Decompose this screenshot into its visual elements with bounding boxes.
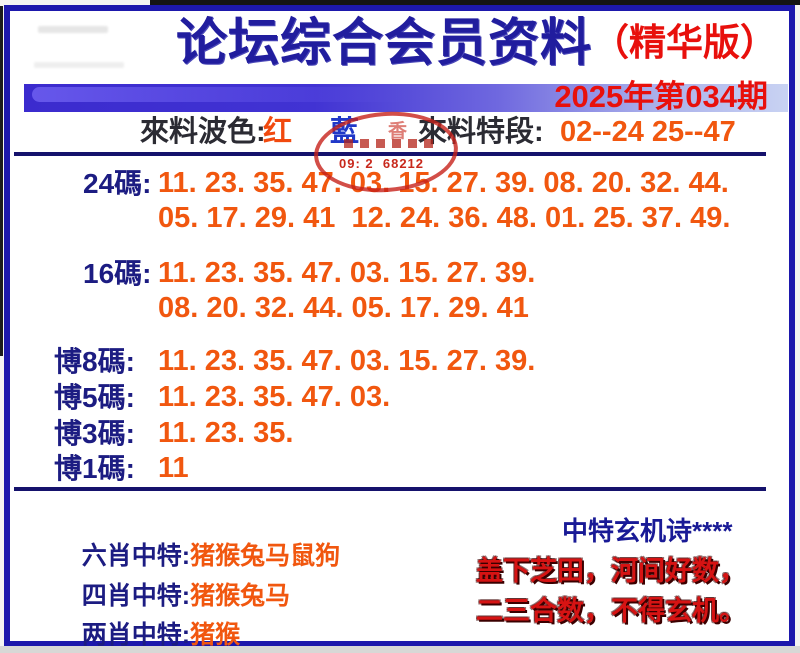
code-numbers-line: 11. 23. 35. 47. 03. 15. 27. 39. bbox=[158, 257, 536, 289]
scan-edge-top bbox=[150, 0, 800, 5]
divider-bottom bbox=[14, 487, 766, 491]
page-title-edition: （精华版） bbox=[592, 22, 778, 63]
scan-edge-bottom bbox=[0, 646, 800, 653]
code-row-numbers: 11. 23. 35. bbox=[158, 416, 293, 451]
code-row-label: 博5碼: bbox=[54, 382, 135, 413]
code-numbers-line: 05. 17. 29. 41 12. 24. 36. 48. 01. 25. 3… bbox=[158, 202, 731, 234]
zodiac-row-six: 六肖中特:猪猴兔马鼠狗 bbox=[54, 511, 340, 601]
special-segment-label: 來料特段: bbox=[418, 116, 544, 148]
code-row-label: 博8碼: bbox=[54, 346, 135, 377]
zodiac-value: 猪猴兔马 bbox=[190, 582, 291, 610]
zodiac-label: 四肖中特: bbox=[81, 582, 191, 610]
content-frame bbox=[4, 5, 795, 647]
page-title-row: 论坛综合会员资料（精华版） bbox=[176, 12, 777, 87]
wave-color-label: 來料波色: bbox=[140, 116, 266, 148]
scan-noise bbox=[38, 26, 108, 33]
zodiac-label: 六肖中特: bbox=[81, 542, 191, 570]
red-stamp-glyph: 香 bbox=[388, 121, 408, 142]
mystery-poem-title: 中特玄机诗**** bbox=[562, 516, 733, 546]
mystery-poem-line: 盖下芝田，河间好数， bbox=[476, 556, 746, 586]
zodiac-value: 猪猴 bbox=[190, 621, 241, 649]
code-row-numbers: 11. 23. 35. 47. 03. bbox=[158, 380, 390, 415]
code-numbers-line: 11. 23. 35. 47. 03. bbox=[158, 381, 391, 413]
code-row-label: 16碼: bbox=[83, 258, 152, 289]
code-row-label: 博3碼: bbox=[54, 418, 135, 449]
code-row-label: 24碼: bbox=[83, 168, 152, 199]
zodiac-row-four: 四肖中特:猪猴兔马 bbox=[54, 551, 290, 641]
code-numbers-line: 08. 20. 32. 44. 05. 17. 29. 41 bbox=[158, 292, 529, 324]
incoming-info-row: 來料波色: 红 藍 來料特段: 02--24 25--47 bbox=[0, 113, 800, 153]
red-stamp-dots bbox=[344, 139, 436, 148]
special-segment-value: 02--24 25--47 bbox=[560, 116, 736, 148]
code-numbers-line: 11. 23. 35. 47. 03. 15. 27. 39. 08. 20. … bbox=[158, 167, 729, 199]
zodiac-value: 猪猴兔马鼠狗 bbox=[190, 542, 341, 570]
wave-color-red: 红 bbox=[263, 116, 293, 148]
issue-bar: 2025年第034期 bbox=[24, 80, 788, 114]
red-stamp-code: 09: 2 68212 bbox=[339, 156, 425, 171]
issue-number: 2025年第034期 bbox=[554, 79, 768, 114]
zodiac-label: 两肖中特: bbox=[81, 621, 191, 649]
code-numbers-line: 11. 23. 35. 47. 03. 15. 27. 39. bbox=[158, 345, 536, 377]
scan-noise bbox=[34, 62, 124, 68]
zodiac-row-two: 两肖中特:猪猴 bbox=[54, 590, 240, 653]
code-row-numbers: 11 bbox=[158, 451, 189, 486]
code-row-numbers: 11. 23. 35. 47. 03. 15. 27. 39. 08. 20. … bbox=[158, 166, 730, 236]
code-numbers-line: 11 bbox=[158, 452, 189, 484]
scan-edge-left bbox=[0, 6, 3, 356]
divider-top bbox=[14, 152, 766, 156]
page-title: 论坛综合会员资料 bbox=[176, 14, 593, 71]
mystery-poem-line: 二三合数，不得玄机。 bbox=[476, 596, 746, 626]
code-numbers-line: 11. 23. 35. bbox=[158, 417, 294, 449]
code-row-numbers: 11. 23. 35. 47. 03. 15. 27. 39. 08. 20. … bbox=[158, 256, 535, 326]
code-row-numbers: 11. 23. 35. 47. 03. 15. 27. 39. bbox=[158, 344, 535, 379]
code-row-label: 博1碼: bbox=[54, 453, 135, 484]
